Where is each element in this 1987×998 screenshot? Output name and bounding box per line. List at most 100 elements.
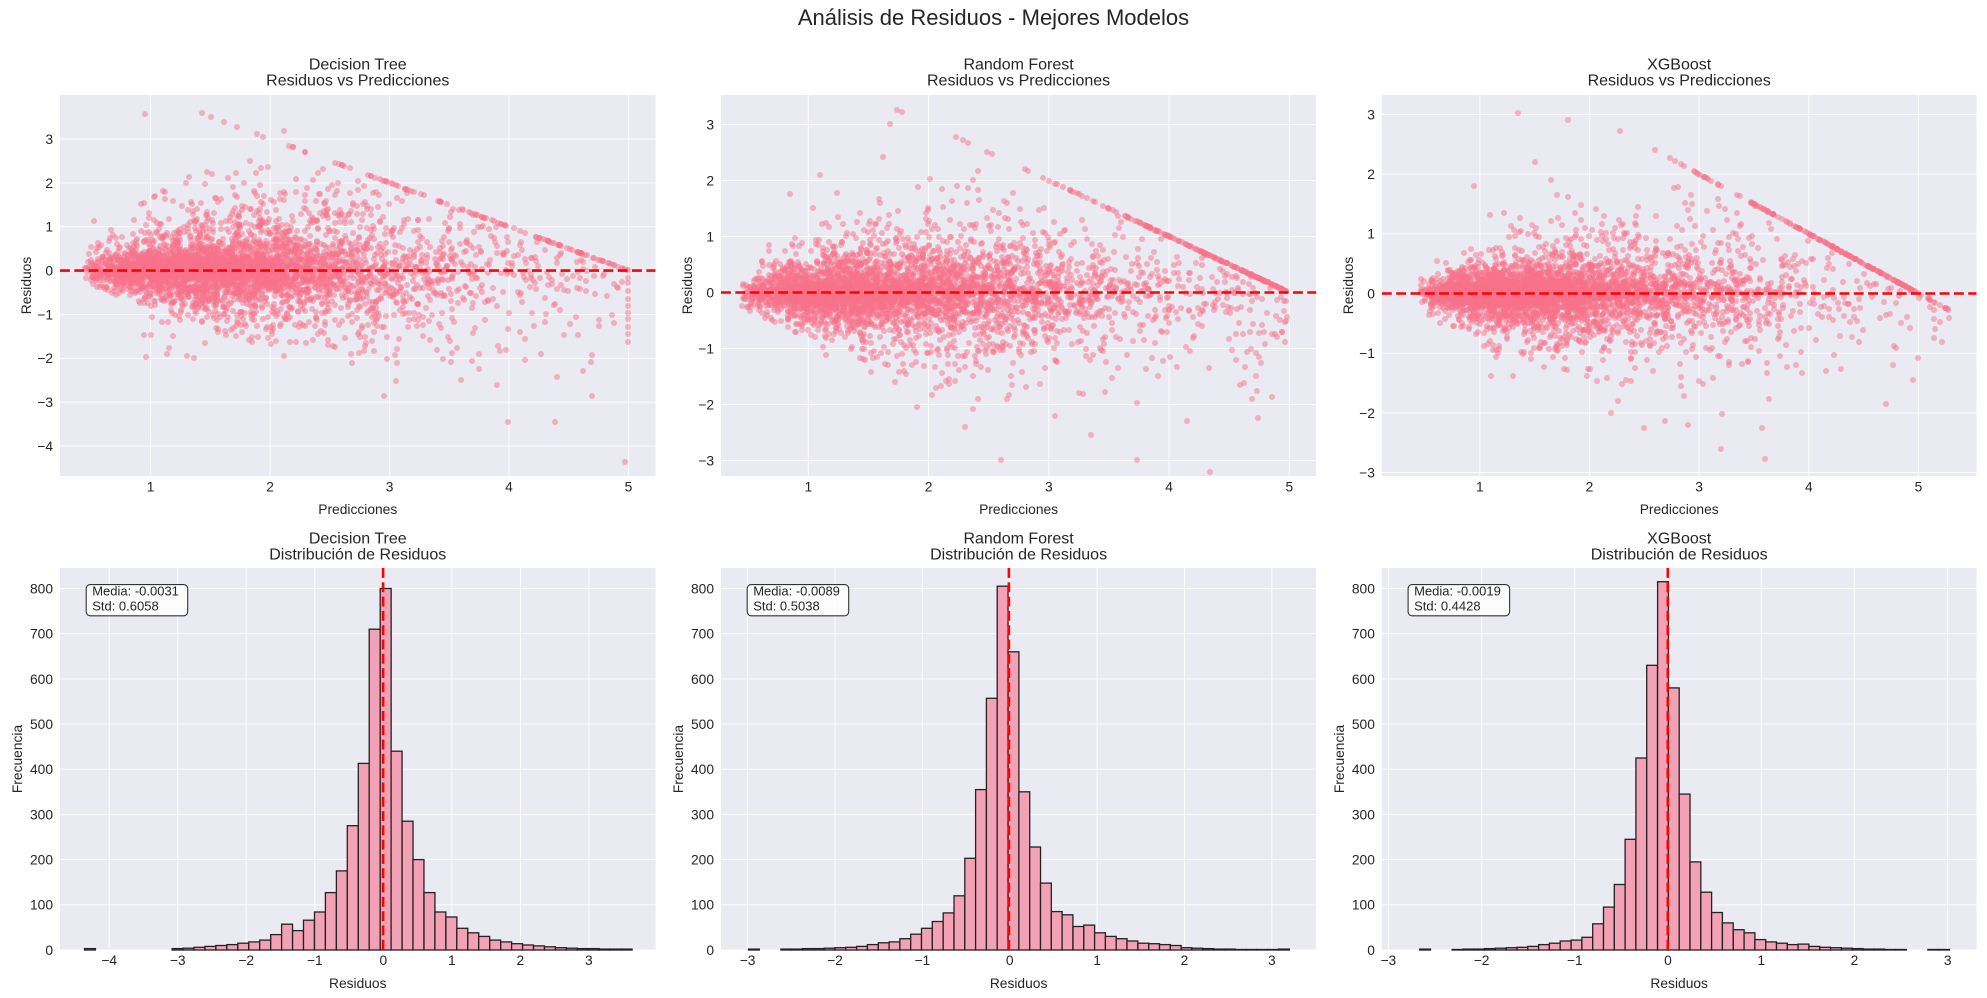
svg-text:−1: −1 [698, 341, 714, 356]
svg-text:100: 100 [691, 898, 714, 913]
svg-text:2: 2 [1181, 953, 1189, 968]
svg-text:Decision Tree: Decision Tree [309, 56, 407, 73]
svg-text:−1: −1 [37, 307, 53, 322]
svg-text:2: 2 [266, 479, 274, 494]
svg-text:100: 100 [1352, 898, 1375, 913]
svg-text:0: 0 [1664, 953, 1672, 968]
svg-text:−3: −3 [170, 953, 186, 968]
svg-text:5: 5 [1285, 479, 1293, 494]
svg-text:1: 1 [804, 479, 812, 494]
svg-text:Random Forest: Random Forest [963, 531, 1074, 548]
svg-text:200: 200 [1352, 853, 1375, 868]
svg-text:3: 3 [706, 117, 714, 132]
svg-text:1: 1 [448, 953, 456, 968]
svg-text:−4: −4 [37, 439, 53, 454]
svg-text:3: 3 [1695, 479, 1703, 494]
svg-text:Predicciones: Predicciones [979, 502, 1058, 517]
svg-text:600: 600 [1352, 672, 1375, 687]
svg-text:400: 400 [691, 762, 714, 777]
svg-text:0: 0 [1367, 943, 1375, 958]
svg-text:Distribución de Residuos: Distribución de Residuos [1591, 546, 1768, 563]
svg-text:0: 0 [379, 953, 387, 968]
svg-text:4: 4 [505, 479, 513, 494]
svg-text:Predicciones: Predicciones [1640, 502, 1719, 517]
svg-text:400: 400 [1352, 762, 1375, 777]
svg-text:1: 1 [1476, 479, 1484, 494]
svg-text:0: 0 [1367, 286, 1375, 301]
svg-text:Random Forest: Random Forest [963, 56, 1074, 73]
svg-text:200: 200 [691, 853, 714, 868]
svg-text:3: 3 [1944, 953, 1952, 968]
svg-text:1: 1 [147, 479, 155, 494]
svg-text:Residuos: Residuos [19, 257, 34, 315]
svg-text:XGBoost: XGBoost [1647, 531, 1712, 548]
svg-text:−1: −1 [1567, 953, 1583, 968]
svg-text:1: 1 [1757, 953, 1765, 968]
svg-text:2: 2 [1586, 479, 1594, 494]
svg-text:Decision Tree: Decision Tree [309, 531, 407, 548]
svg-text:2: 2 [517, 953, 525, 968]
svg-text:Media: -0.0031: Media: -0.0031 [92, 584, 179, 599]
svg-text:−3: −3 [698, 453, 714, 468]
svg-text:800: 800 [1352, 581, 1375, 596]
svg-text:Media: -0.0089: Media: -0.0089 [753, 584, 840, 599]
svg-text:Residuos: Residuos [1650, 976, 1708, 991]
svg-text:2: 2 [925, 479, 933, 494]
svg-text:4: 4 [1805, 479, 1813, 494]
svg-text:XGBoost: XGBoost [1647, 56, 1712, 73]
svg-text:0: 0 [706, 943, 714, 958]
svg-text:Análisis de Residuos - Mejores: Análisis de Residuos - Mejores Modelos [798, 5, 1189, 30]
svg-text:3: 3 [386, 479, 394, 494]
svg-text:Predicciones: Predicciones [318, 502, 397, 517]
svg-text:300: 300 [691, 807, 714, 822]
svg-text:2: 2 [1367, 167, 1375, 182]
svg-text:Residuos vs Predicciones: Residuos vs Predicciones [1588, 73, 1771, 90]
svg-text:−2: −2 [238, 953, 254, 968]
svg-text:−2: −2 [827, 953, 843, 968]
svg-text:Residuos: Residuos [680, 257, 695, 315]
svg-text:Frecuencia: Frecuencia [10, 725, 25, 794]
svg-text:Residuos: Residuos [329, 976, 387, 991]
svg-text:Residuos: Residuos [1341, 257, 1356, 315]
svg-text:−2: −2 [1474, 953, 1490, 968]
svg-text:300: 300 [1352, 807, 1375, 822]
svg-text:−2: −2 [1359, 406, 1375, 421]
svg-text:−3: −3 [740, 953, 756, 968]
svg-text:−2: −2 [37, 351, 53, 366]
svg-text:1: 1 [1367, 227, 1375, 242]
svg-text:300: 300 [30, 807, 53, 822]
svg-text:700: 700 [1352, 627, 1375, 642]
svg-text:200: 200 [30, 853, 53, 868]
svg-text:4: 4 [1165, 479, 1173, 494]
svg-text:Media: -0.0019: Media: -0.0019 [1414, 584, 1501, 599]
svg-text:600: 600 [691, 672, 714, 687]
svg-text:1: 1 [1093, 953, 1101, 968]
svg-text:0: 0 [45, 264, 53, 279]
svg-text:800: 800 [30, 581, 53, 596]
svg-text:3: 3 [1045, 479, 1053, 494]
svg-text:0: 0 [1006, 953, 1014, 968]
svg-text:Residuos vs Predicciones: Residuos vs Predicciones [266, 73, 449, 90]
svg-text:−2: −2 [698, 397, 714, 412]
svg-text:−3: −3 [1359, 466, 1375, 481]
svg-text:−3: −3 [37, 395, 53, 410]
svg-text:0: 0 [45, 943, 53, 958]
svg-text:Frecuencia: Frecuencia [671, 725, 686, 794]
svg-text:2: 2 [1851, 953, 1859, 968]
svg-text:Residuos vs Predicciones: Residuos vs Predicciones [927, 73, 1110, 90]
svg-text:5: 5 [1915, 479, 1923, 494]
svg-text:Frecuencia: Frecuencia [1332, 725, 1347, 794]
svg-text:800: 800 [691, 581, 714, 596]
svg-text:3: 3 [1367, 107, 1375, 122]
svg-text:500: 500 [1352, 717, 1375, 732]
svg-text:3: 3 [585, 953, 593, 968]
svg-text:500: 500 [30, 717, 53, 732]
svg-text:−1: −1 [914, 953, 930, 968]
svg-text:Std: 0.4428: Std: 0.4428 [1414, 598, 1481, 613]
svg-text:0: 0 [706, 285, 714, 300]
svg-text:1: 1 [706, 229, 714, 244]
svg-text:3: 3 [45, 132, 53, 147]
svg-text:2: 2 [45, 176, 53, 191]
svg-text:−1: −1 [307, 953, 323, 968]
svg-text:−4: −4 [101, 953, 117, 968]
